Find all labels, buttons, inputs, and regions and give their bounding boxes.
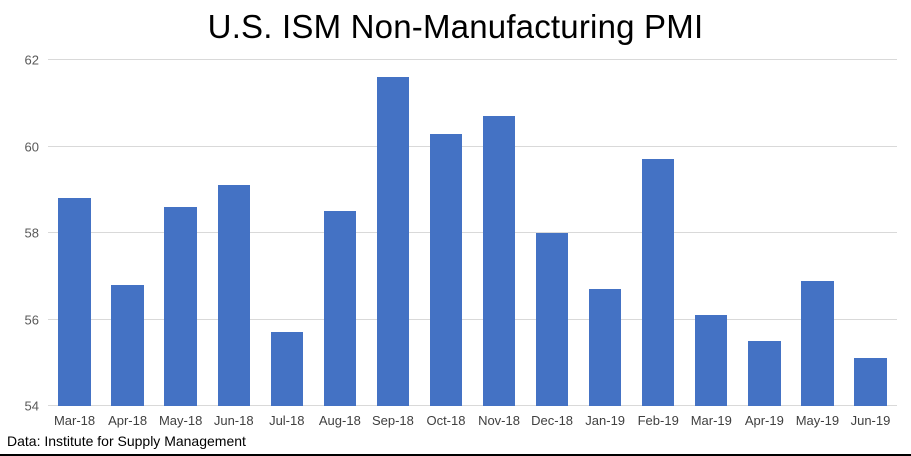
bar-nov-18	[482, 116, 516, 406]
x-tick-label: May-18	[158, 413, 203, 428]
y-tick-label: 62	[24, 52, 39, 68]
bar-may-18	[164, 207, 197, 406]
bottom-border-line	[0, 454, 911, 456]
bar-apr-19	[748, 341, 781, 406]
x-tick-label: Sep-18	[371, 413, 414, 428]
x-tick-label: Jan-19	[585, 413, 626, 428]
bar-mar-19	[695, 315, 728, 406]
bar-jun-18	[217, 185, 250, 406]
x-tick-label: Jul-18	[269, 413, 305, 428]
bar-feb-19	[642, 159, 675, 406]
bar-slot	[48, 60, 101, 406]
bar-jul-18	[270, 332, 303, 406]
bar-sep-18	[376, 77, 410, 406]
bar-slot	[313, 60, 366, 406]
bar-may-19	[801, 280, 834, 406]
x-tick-label: Nov-18	[478, 413, 520, 428]
bars-row	[48, 60, 897, 406]
bar-slot	[101, 60, 154, 406]
bar-slot	[419, 60, 472, 406]
y-tick-label: 58	[24, 225, 39, 241]
source-note: Data: Institute for Supply Management	[7, 433, 246, 449]
x-tick-label: Jun-19	[850, 413, 891, 428]
x-tick-label: May-19	[795, 413, 840, 428]
bar-dec-18	[535, 233, 569, 406]
y-tick-label: 56	[24, 312, 39, 327]
x-axis: Mar-18 Apr-18 May-18 Jun-18 Jul-18 Aug-18 Sep-…	[48, 406, 897, 428]
bar-slot	[738, 60, 791, 406]
x-tick-label: Apr-18	[108, 413, 148, 428]
bar-jan-19	[588, 289, 622, 406]
bar-slot	[526, 60, 579, 406]
x-tick-label: Oct-18	[426, 413, 466, 428]
x-tick-label: Dec-18	[531, 413, 574, 428]
bar-aug-18	[323, 211, 357, 406]
gridline	[48, 145, 897, 147]
bar-slot	[473, 60, 526, 406]
bar-mar-18	[58, 198, 91, 406]
chart-title: U.S. ISM Non-Manufacturing PMI	[207, 8, 704, 45]
bar-oct-18	[429, 133, 463, 406]
bar-jun-19	[854, 358, 887, 406]
bar-slot	[207, 60, 260, 406]
bar-slot	[154, 60, 207, 406]
x-tick-label: Mar-18	[53, 413, 96, 428]
x-tick-label: Aug-18	[318, 413, 361, 428]
gridline	[48, 232, 897, 233]
x-tick-label: Jun-18	[213, 413, 254, 428]
x-tick-label: Apr-19	[744, 413, 784, 428]
plot-area: 54 56 58 60 62	[25, 53, 897, 414]
bar-slot	[791, 60, 844, 406]
bar-slot	[260, 60, 313, 406]
bar-slot	[685, 60, 738, 406]
gridline	[48, 318, 897, 320]
gridline	[48, 59, 897, 60]
y-tick-label: 54	[24, 398, 39, 414]
y-tick-label: 60	[24, 139, 39, 154]
bar-slot	[844, 60, 897, 406]
x-tick-label: Feb-19	[637, 413, 679, 428]
bar-slot	[366, 60, 419, 406]
bar-apr-18	[111, 284, 144, 406]
gridline	[48, 405, 897, 406]
bar-slot	[632, 60, 685, 406]
bar-slot	[579, 60, 632, 406]
x-tick-label: Mar-19	[690, 413, 732, 428]
